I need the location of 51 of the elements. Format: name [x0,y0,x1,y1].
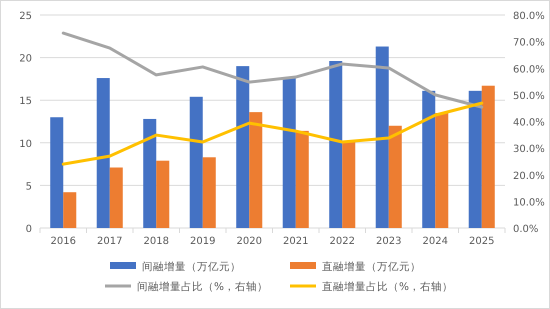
y2-tick-label: 60.0% [513,64,545,76]
x-tick-label: 2016 [50,236,76,247]
bar [110,168,123,228]
bar [482,86,495,228]
y-tick-label: 5 [26,181,32,192]
legend-label: 间融增量占比（%，右轴） [137,280,268,293]
bar [329,61,342,228]
line-series [62,32,484,109]
bar [96,78,110,228]
y-tick-label: 0 [26,224,32,235]
bar [468,90,482,228]
line-series [62,102,484,166]
bar [422,90,436,228]
bar [435,112,448,228]
y2-tick-label: 50.0% [513,90,545,102]
x-tick-label: 2021 [283,236,308,247]
bar [236,66,250,228]
y-tick-label: 25 [19,11,32,22]
y2-tick-label: 70.0% [513,38,545,49]
x-tick-label: 2024 [422,236,448,247]
bar [202,157,216,228]
legend-label: 间融增量（万亿元） [142,261,241,273]
bar [342,142,356,228]
y-tick-label: 20 [19,54,32,65]
y2-tick-label: 30.0% [513,144,545,156]
bar [282,78,296,228]
x-tick-label: 2022 [330,236,355,247]
y2-tick-label: 20.0% [513,170,545,182]
x-tick-label: 2025 [469,236,494,247]
y2-tick-label: 0.0% [513,224,538,235]
x-tick-label: 2017 [97,236,122,247]
bar [376,46,389,228]
x-tick-label: 2019 [190,236,216,247]
y2-tick-label: 40.0% [513,118,545,128]
x-tick-label: 2018 [144,236,169,247]
y-tick-label: 10 [19,138,32,150]
bar [63,192,76,228]
y2-tick-label: 80.0% [513,11,545,22]
bar [156,160,170,228]
x-tick-label: 2023 [376,236,402,247]
legend-label: 直融增量（万亿元） [322,260,421,273]
bar [249,112,262,228]
legend-label: 直融增量占比（%，右轴） [322,280,453,293]
bar [143,118,156,228]
y2-tick-label: 10.0% [513,197,545,208]
bar [388,126,402,228]
bar [190,96,203,228]
bar [296,130,309,228]
y-tick-label: 15 [19,96,32,108]
bar [50,117,64,228]
x-tick-label: 2020 [236,236,262,247]
